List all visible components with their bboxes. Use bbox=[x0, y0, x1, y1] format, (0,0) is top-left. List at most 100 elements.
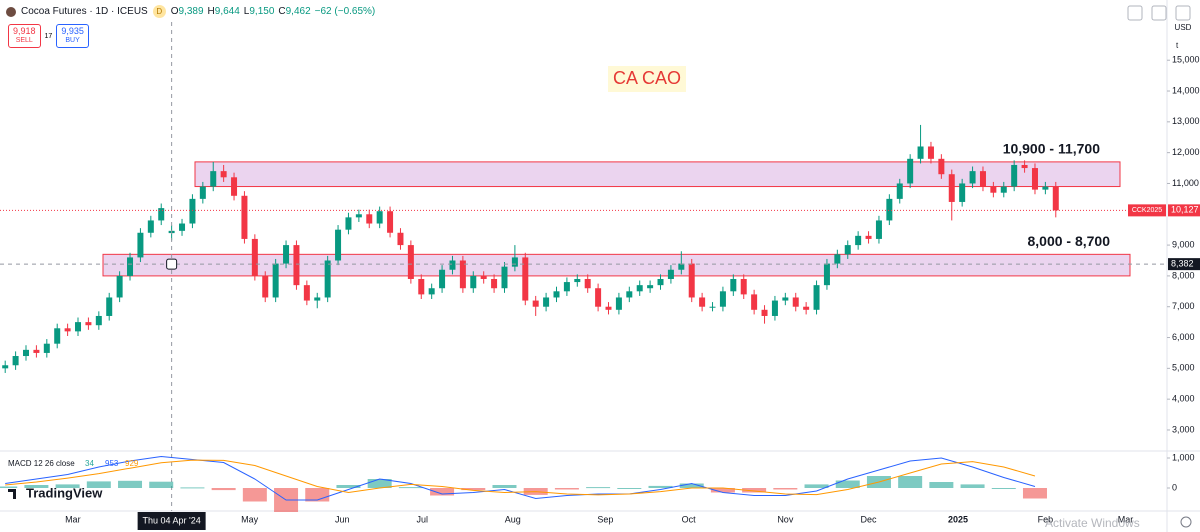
y-tick-label: 15,000 bbox=[1172, 55, 1200, 65]
candle-body bbox=[251, 238, 258, 276]
plot: 3,000 4,000 5,000 6,000 7,000 8,000 9,000 11,00… bbox=[0, 22, 1200, 530]
candle-body bbox=[335, 229, 342, 261]
candle-body bbox=[667, 269, 674, 279]
candle-body bbox=[231, 177, 238, 196]
icon-camera[interactable] bbox=[1175, 5, 1191, 21]
candle-body bbox=[210, 171, 217, 187]
zone bbox=[194, 161, 1121, 188]
candle-body bbox=[137, 232, 144, 258]
candle-body bbox=[2, 365, 9, 369]
icon-fullscreen[interactable] bbox=[1151, 5, 1167, 21]
histogram-bar bbox=[991, 488, 1016, 489]
buy-button[interactable]: 9,935 BUY bbox=[56, 24, 89, 48]
title-bg bbox=[608, 66, 686, 92]
candle-body bbox=[615, 297, 622, 310]
x-tick-label: Feb bbox=[1038, 514, 1054, 524]
candle-body bbox=[907, 158, 914, 184]
candle-body bbox=[33, 349, 40, 353]
macd-line bbox=[5, 459, 1036, 496]
candle-body bbox=[636, 285, 643, 292]
last-price-bg bbox=[1168, 204, 1200, 217]
x-tick-label: May bbox=[241, 514, 259, 524]
ohlc: O9,389 H9,644 L9,150 C9,462 −62 (−0.65%) bbox=[171, 6, 376, 17]
candle-body bbox=[1052, 186, 1059, 211]
candle-body bbox=[283, 245, 290, 264]
histogram-bar bbox=[242, 488, 267, 502]
candle-body bbox=[397, 232, 404, 246]
x-tick-label: Jul bbox=[417, 514, 429, 524]
zone-label: 10,900 - 11,700 bbox=[1003, 141, 1101, 157]
crosshair-y-label: 8,382 bbox=[1171, 259, 1194, 269]
candle-body bbox=[470, 275, 477, 289]
histogram-bar bbox=[960, 484, 985, 488]
candle-body bbox=[647, 285, 654, 289]
candle-body bbox=[771, 300, 778, 316]
histogram-bar bbox=[679, 483, 704, 488]
candle-body bbox=[272, 263, 279, 298]
crosshair-y-bg bbox=[1168, 258, 1200, 271]
candle-body bbox=[355, 214, 362, 218]
histogram-bar bbox=[742, 488, 767, 493]
settings-icon[interactable] bbox=[1180, 516, 1192, 528]
y-tick-label: 0 bbox=[1172, 482, 1177, 492]
candle-body bbox=[293, 245, 300, 286]
candle-body bbox=[262, 275, 269, 298]
candle-body bbox=[1011, 164, 1018, 187]
candle-body bbox=[366, 214, 373, 224]
candle-body bbox=[917, 146, 924, 159]
candle-body bbox=[511, 257, 518, 267]
ohlc-key: L bbox=[243, 6, 250, 17]
candle-body bbox=[969, 171, 976, 184]
candle-body bbox=[626, 291, 633, 298]
candle-body bbox=[751, 294, 758, 310]
candle-body bbox=[12, 356, 19, 366]
candle-body bbox=[199, 186, 206, 199]
candle-body bbox=[64, 328, 71, 332]
candle-body bbox=[345, 217, 352, 230]
brand-logo bbox=[8, 489, 16, 499]
buy-label: BUY bbox=[65, 37, 80, 44]
ohlc-key: H bbox=[207, 6, 215, 17]
histogram-bar bbox=[648, 485, 673, 488]
badge: D bbox=[152, 5, 166, 18]
candle-body bbox=[896, 183, 903, 199]
candle-body bbox=[449, 260, 456, 270]
candle-body bbox=[543, 297, 550, 307]
macd-title: MACD 12 26 close bbox=[8, 459, 75, 468]
histogram-bar bbox=[430, 488, 455, 496]
last-price-label: 10,127 bbox=[1171, 205, 1199, 215]
candle-body bbox=[803, 306, 810, 310]
candle-body bbox=[491, 278, 498, 289]
histogram-bar bbox=[367, 479, 392, 488]
histogram-bar bbox=[180, 487, 205, 489]
ohlc-value: 9,389 bbox=[178, 6, 204, 17]
histogram-bar bbox=[617, 488, 642, 489]
y-tick-label: 6,000 bbox=[1172, 332, 1195, 342]
sell-button[interactable]: 9,918 SELL bbox=[8, 24, 41, 48]
macd-line bbox=[5, 455, 1036, 501]
legend-value: 929 bbox=[125, 459, 139, 468]
histogram-bar bbox=[149, 481, 174, 488]
candle-body bbox=[678, 263, 685, 270]
x-tick-label: Sep bbox=[597, 514, 613, 524]
candle-body bbox=[657, 278, 664, 286]
candle-body bbox=[75, 322, 82, 332]
candle-body bbox=[595, 288, 602, 307]
candle-body bbox=[855, 235, 862, 246]
icon-download[interactable] bbox=[1127, 5, 1143, 21]
y-tick-label: 13,000 bbox=[1172, 116, 1200, 126]
candle-body bbox=[314, 297, 321, 301]
watermark: Activate Windows bbox=[1045, 516, 1140, 530]
y-tick-label: 9,000 bbox=[1172, 239, 1195, 249]
last-price-name: CCK2025 bbox=[1132, 207, 1162, 214]
candle-body bbox=[938, 158, 945, 175]
candle-body bbox=[563, 282, 570, 292]
y-tick-label: 12,000 bbox=[1172, 147, 1200, 157]
ohlc-value: 9,150 bbox=[249, 6, 275, 17]
spread: 17 bbox=[44, 32, 53, 40]
candle-body bbox=[979, 171, 986, 187]
candle-body bbox=[23, 349, 30, 357]
y-tick-label: 7,000 bbox=[1172, 301, 1195, 311]
